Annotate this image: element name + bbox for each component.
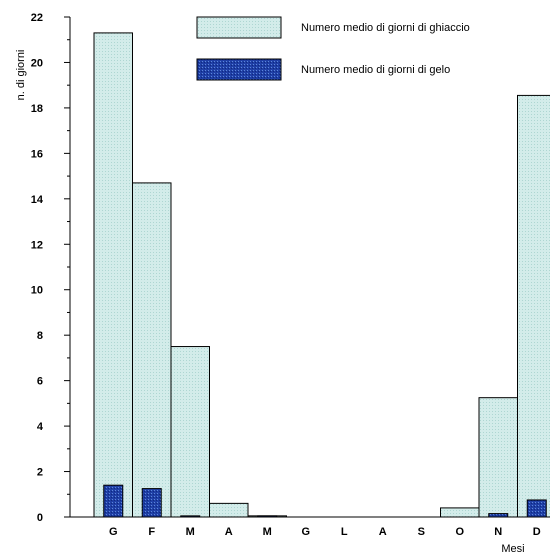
y-tick-label: 18: [31, 103, 43, 115]
x-tick-label: F: [148, 526, 155, 538]
x-tick-label: M: [186, 526, 195, 538]
bar-frost-1: [104, 485, 123, 517]
legend: Numero medio di giorni di ghiaccio Numer…: [197, 17, 470, 80]
y-tick-label: 22: [31, 12, 43, 24]
y-tick-label: 16: [31, 148, 43, 160]
bar-ice-2: [133, 183, 172, 517]
series-ice-bars: [94, 33, 550, 517]
bar-frost-11: [489, 514, 508, 517]
x-tick-label: N: [494, 526, 502, 538]
x-tick-label: S: [418, 526, 425, 538]
y-ticks: 0 2 4 6 8 10 12 14 16 18 20 22: [31, 12, 70, 524]
bar-ice-10: [441, 508, 480, 517]
x-tick-label: G: [109, 526, 118, 538]
x-tick-label: M: [263, 526, 272, 538]
x-tick-label: A: [225, 526, 233, 538]
y-tick-label: 2: [37, 467, 43, 479]
bar-ice-1: [94, 33, 133, 517]
bar-frost-12: [527, 500, 546, 517]
y-tick-label: 4: [37, 421, 44, 433]
bar-frost-2: [142, 489, 161, 517]
x-tick-label: G: [301, 526, 310, 538]
bar-ice-12: [518, 95, 550, 517]
legend-label-frost: Numero medio di giorni di gelo: [301, 64, 450, 76]
bar-ice-4: [210, 503, 249, 517]
y-axis-title: n. di giorni: [15, 50, 27, 101]
y-tick-label: 10: [31, 285, 43, 297]
legend-label-ice: Numero medio di giorni di ghiaccio: [301, 22, 470, 34]
bar-ice-3: [171, 347, 210, 517]
y-tick-label: 8: [37, 330, 43, 342]
y-tick-label: 12: [31, 239, 43, 251]
legend-swatch-ice: [197, 17, 281, 38]
y-tick-label: 20: [31, 57, 43, 69]
x-tick-label: A: [379, 526, 387, 538]
y-tick-label: 14: [31, 194, 44, 206]
x-axis-title: Mesi: [501, 543, 524, 555]
bar-ice-11: [479, 398, 518, 517]
y-tick-label: 6: [37, 376, 43, 388]
x-tick-label: L: [341, 526, 348, 538]
x-tick-label: D: [533, 526, 541, 538]
legend-swatch-frost: [197, 59, 281, 80]
y-tick-label: 0: [37, 512, 43, 524]
x-tick-label: O: [455, 526, 464, 538]
